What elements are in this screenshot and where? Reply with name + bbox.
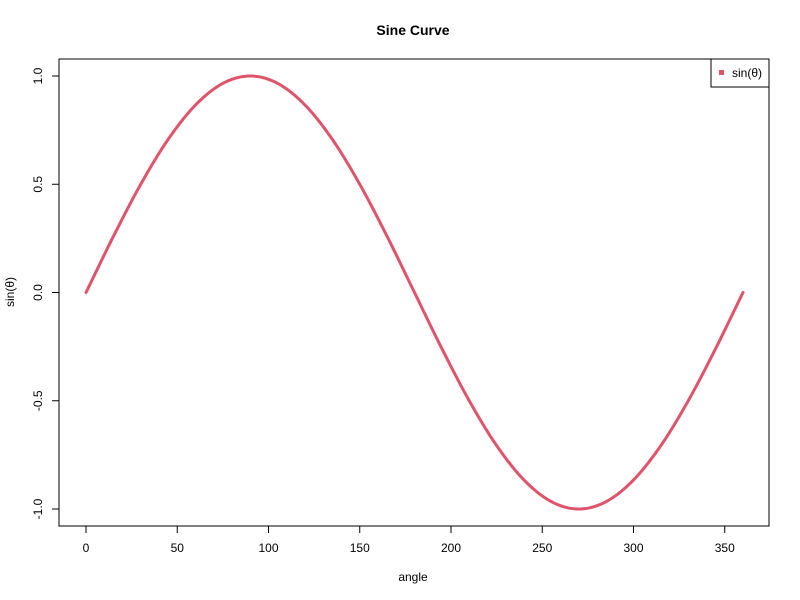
y-tick-label: -1.0 [31, 498, 45, 519]
legend: sin(θ) [710, 58, 770, 88]
x-tick-label: 300 [623, 541, 643, 555]
y-tick-label: 0.0 [31, 284, 45, 301]
x-tick-label: 150 [350, 541, 370, 555]
x-tick-label: 0 [83, 541, 90, 555]
x-tick-label: 100 [258, 541, 278, 555]
x-tick-label: 200 [441, 541, 461, 555]
y-tick-label: -0.5 [31, 390, 45, 411]
x-tick-label: 250 [532, 541, 552, 555]
legend-label: sin(θ) [732, 66, 762, 80]
y-tick-label: 1.0 [31, 67, 45, 84]
x-tick-label: 50 [171, 541, 185, 555]
y-axis-label: sin(θ) [3, 277, 17, 307]
series-layer [84, 74, 745, 511]
x-tick-label: 350 [715, 541, 735, 555]
chart-title: Sine Curve [376, 22, 449, 38]
legend-swatch [719, 70, 724, 75]
y-tick-label: 0.5 [31, 176, 45, 193]
series-line [84, 74, 745, 511]
y-axis: -1.0 -0.5 0.0 0.5 1.0 [31, 67, 60, 519]
x-axis: 0 50 100 150 200 250 300 350 [83, 525, 735, 555]
x-axis-label: angle [398, 570, 428, 584]
